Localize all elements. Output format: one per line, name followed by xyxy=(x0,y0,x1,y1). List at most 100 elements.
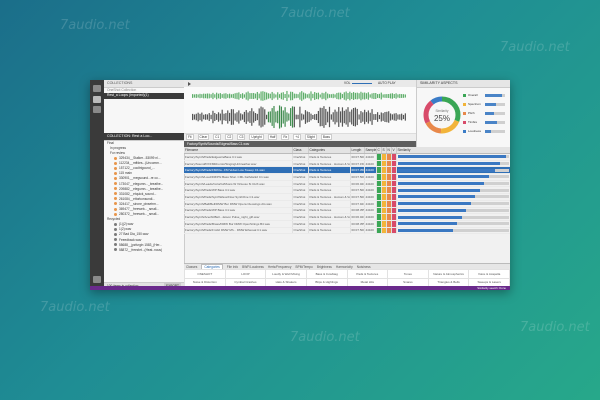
settings-icon[interactable] xyxy=(93,276,101,283)
waveform-top-bar xyxy=(236,92,238,100)
waveform-top-bar xyxy=(323,93,325,99)
file-item[interactable]: 329434__Stalker...53099 nl... xyxy=(107,156,184,161)
zoom-button[interactable]: Rx xyxy=(281,134,290,140)
aspect-slider[interactable] xyxy=(485,103,505,106)
column-header[interactable]: N xyxy=(386,147,392,154)
waveform-view[interactable] xyxy=(184,87,416,133)
play-icon[interactable] xyxy=(188,81,191,86)
collection-icon[interactable] xyxy=(93,96,101,103)
file-item[interactable]: 173047__elegumn..._breathe... xyxy=(107,182,184,187)
zoom-button[interactable]: Slight xyxy=(304,134,317,140)
column-header[interactable]: Categories xyxy=(308,147,351,154)
tree-folder[interactable]: In progress xyxy=(110,145,126,150)
volume-slider[interactable] xyxy=(352,83,372,84)
cell-aspect-color xyxy=(386,193,392,201)
zoom-button[interactable]: Upright xyxy=(249,134,264,140)
zoom-button[interactable]: C2 xyxy=(225,134,234,140)
tab-classes[interactable]: Classes xyxy=(186,265,198,269)
column-header[interactable]: C xyxy=(376,147,382,154)
aspect-row[interactable]: Timbre xyxy=(463,120,507,125)
file-item[interactable]: 261084__ettorkonsundi... xyxy=(107,197,184,202)
zoom-button[interactable]: +4 xyxy=(293,134,301,140)
table-row[interactable]: Factory/Synth/Loud/FM/Phi Bass Shar. CML… xyxy=(184,173,510,181)
zoom-button[interactable]: Clear xyxy=(197,134,210,140)
table-row[interactable]: Factory/Synth/Pads/SynthWave/Flow SynthO… xyxy=(184,193,510,201)
tab-bwf-loudness[interactable]: BWF/Loudness xyxy=(242,265,264,269)
category-cell[interactable]: Nature & Atmospherics xyxy=(427,269,470,279)
file-item[interactable]: 27 Bad Dia_150.wav xyxy=(107,232,184,237)
column-header[interactable]: Similarity xyxy=(396,147,510,154)
category-cell[interactable]: Bass & Cowbtag xyxy=(305,269,348,279)
column-header[interactable]: V xyxy=(391,147,397,154)
tab-noisiness[interactable]: Noisiness xyxy=(356,265,371,269)
tree-folder[interactable]: Final xyxy=(107,140,114,145)
category-cell[interactable]: Voice & Acapella xyxy=(468,269,510,279)
file-item[interactable]: 209882__elegumn..._breathe... xyxy=(107,187,184,192)
file-item[interactable]: 369477__freeweb..._small... xyxy=(107,207,184,212)
waveform-top-bar xyxy=(229,93,231,99)
file-item[interactable]: 115 main xyxy=(107,171,184,176)
tree-folder[interactable]: Recycled xyxy=(107,217,121,222)
waveform-top-bar xyxy=(286,90,288,102)
column-header[interactable]: Samples xyxy=(364,147,377,154)
file-item[interactable]: 1(2).wav xyxy=(107,227,184,232)
table-row[interactable]: Factory/Synth/Pads/EdgewireBass C1.wav On… xyxy=(184,153,510,161)
category-cell[interactable]: LOOP xyxy=(224,269,267,279)
table-row[interactable]: Factory/Synth/Pads/Fm/HI DMW Mh... DMW E… xyxy=(184,227,510,235)
category-cell[interactable]: ONESHOT xyxy=(184,269,226,279)
autoplay-toggle[interactable]: AUTO PLAY xyxy=(378,81,396,85)
table-row[interactable]: Factory/Sound/FX/FMRnomic/SingingUnbreat… xyxy=(184,160,510,168)
column-header[interactable]: Class xyxy=(292,147,309,154)
waveform-top-bar xyxy=(378,93,381,99)
table-row[interactable]: Factory/Synth/Pads/FM/Cla...FM Velvet Lo… xyxy=(184,166,510,175)
file-item[interactable]: 330901__megsound...re co... xyxy=(107,176,184,181)
tab-brightness[interactable]: Brightness xyxy=(316,265,332,269)
zoom-button[interactable]: C1 xyxy=(213,134,222,140)
file-item[interactable]: 280372__freeweb..._small... xyxy=(107,212,184,217)
tab-harmonicity[interactable]: Harmonicity xyxy=(335,265,353,269)
aspect-row[interactable]: Pitch xyxy=(463,111,507,116)
file-item[interactable]: (1)(2).wav xyxy=(107,222,184,227)
table-row[interactable]: Factory/Synth/Leads/Colorful/Music-W Vir… xyxy=(184,180,510,188)
aspect-row[interactable]: Spectrum xyxy=(463,102,507,107)
aspect-row[interactable]: Overall xyxy=(463,93,507,98)
category-cell[interactable]: Pads & Textures xyxy=(346,269,389,279)
collection-bar[interactable]: COLLECTION: Rest a Loo... xyxy=(104,132,184,141)
aspect-row[interactable]: Loudness xyxy=(463,129,507,134)
waveform-top-bar xyxy=(373,92,375,100)
zoom-button[interactable]: Fit xyxy=(186,134,194,140)
library-icon[interactable] xyxy=(93,106,101,113)
tab-file-info[interactable]: File Info xyxy=(226,265,239,269)
table-row[interactable]: Factory/Synth/Ball/Bell/DMW Bur DMW Oper… xyxy=(184,200,510,208)
file-item[interactable]: 58688__jpzfurgin 1583_(Her... xyxy=(107,243,184,248)
tree-folder[interactable]: For review xyxy=(110,150,125,155)
waveform-top-bar xyxy=(395,93,397,99)
file-item[interactable]: 331082__etquick_sound... xyxy=(107,192,184,197)
zoom-button[interactable]: C3 xyxy=(237,134,246,140)
zoom-button[interactable]: Half xyxy=(267,134,278,140)
file-item[interactable]: 324417__sirone_pinsetrm... xyxy=(107,202,184,207)
aspect-slider[interactable] xyxy=(485,130,505,133)
selected-collection[interactable]: Rest_a Loops (Imported)(1) xyxy=(104,93,184,99)
column-header[interactable]: Length xyxy=(350,147,365,154)
file-item[interactable]: 58872__freezlet...(Heat..nous) xyxy=(107,248,184,253)
table-row[interactable]: Factory/Synth/Ace/Alt/Bell...Jetson Puls… xyxy=(184,213,510,221)
aspect-slider[interactable] xyxy=(485,121,505,124)
tab-bpm-tempo[interactable]: BPM/Tempo xyxy=(295,265,313,269)
tab-categories[interactable]: Categories xyxy=(201,264,223,269)
table-row[interactable]: Factory/Synth/Pads/Brass/DMW Bur DMW Ope… xyxy=(184,220,510,228)
aspect-slider[interactable] xyxy=(485,112,505,115)
zoom-button[interactable]: Bass xyxy=(320,134,332,140)
aspect-slider[interactable] xyxy=(485,94,505,97)
file-item[interactable]: 157122__cooltrigound_... xyxy=(107,166,184,171)
table-row[interactable]: Factory/Synth/Pads/WP Bass C1.wav OneShot… xyxy=(184,207,510,215)
file-item[interactable]: Feeedback.wav xyxy=(107,238,184,243)
tab-hertz-frequency[interactable]: Hertz/Frequency xyxy=(267,265,292,269)
column-header[interactable]: Filename xyxy=(184,147,293,154)
file-item[interactable]: 112234__mffdes...(Uncomm... xyxy=(107,161,184,166)
category-cell[interactable]: Tones xyxy=(387,269,429,279)
home-icon[interactable] xyxy=(93,85,101,92)
table-row[interactable]: Factory/Synth/Pads/WP Bass C1.wav OneShot… xyxy=(184,186,510,195)
category-cell[interactable]: Loudly & Well Mixing xyxy=(265,269,307,279)
column-header[interactable]: S xyxy=(381,147,387,154)
